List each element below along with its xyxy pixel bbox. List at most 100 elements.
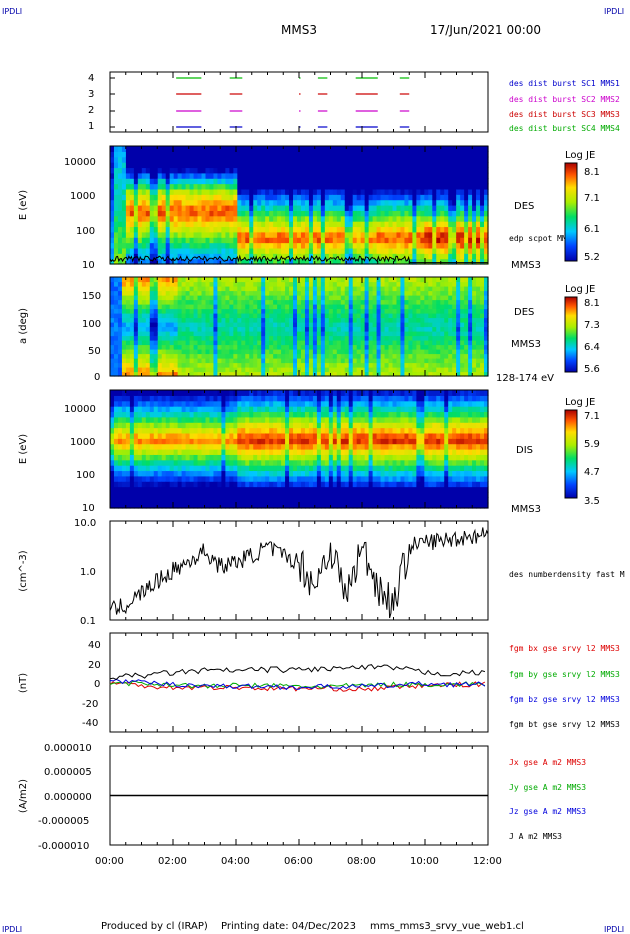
des-pitch-cell — [388, 353, 394, 359]
des-energy-cell — [480, 156, 485, 163]
des-pitch-cell — [340, 299, 346, 305]
des-energy-cell — [456, 210, 461, 217]
des-energy-cell — [324, 205, 330, 211]
des-energy-cell — [456, 188, 461, 195]
des-pitch-cell — [332, 367, 338, 373]
des-pitch-cell — [320, 277, 326, 283]
des-energy-cell — [217, 226, 223, 233]
des-energy-cell — [209, 237, 215, 244]
dis-energy-cell — [193, 465, 199, 472]
des-energy-cell — [304, 167, 310, 174]
des-pitch-cell — [165, 335, 171, 341]
des-energy-cell — [289, 178, 294, 185]
des-pitch-cell — [324, 335, 330, 341]
dis-energy-cell — [169, 432, 175, 439]
des-pitch-cell — [293, 286, 298, 292]
des-energy-cell — [460, 253, 465, 260]
des-pitch-cell — [113, 335, 119, 341]
des-pitch-cell — [428, 353, 433, 359]
des-energy-cell — [137, 162, 143, 169]
des-pitch-cell — [157, 349, 163, 355]
dis-energy-cell — [209, 470, 215, 477]
des-energy-cell — [472, 210, 477, 217]
des-energy-cell — [472, 226, 477, 233]
des-pitch-cell — [476, 353, 481, 359]
des-pitch-cell — [368, 358, 374, 364]
des-energy-cell — [133, 253, 139, 260]
des-pitch-cell — [380, 295, 386, 301]
des-energy-cell — [304, 242, 310, 249]
dis-energy-cell — [149, 491, 155, 498]
des-energy-cell — [364, 199, 370, 206]
des-energy-cell — [185, 242, 191, 249]
des-pitch-cell — [408, 290, 413, 296]
des-energy-cell — [145, 210, 151, 217]
des-energy-cell — [464, 258, 469, 265]
des-energy-cell — [320, 231, 326, 238]
des-pitch-cell — [257, 340, 262, 346]
des-pitch-cell — [396, 304, 402, 310]
des-pitch-cell — [436, 286, 441, 292]
des-pitch-cell — [408, 349, 413, 355]
des-pitch-cell — [368, 326, 374, 332]
des-energy-cell — [448, 258, 453, 265]
des-energy-cell — [328, 221, 334, 228]
des-energy-cell — [464, 205, 469, 211]
dis-energy-cell — [157, 416, 163, 423]
des-pitch-cell — [297, 335, 302, 341]
des-pitch-cell — [177, 335, 183, 341]
des-energy-cell — [137, 226, 143, 233]
des-pitch-cell — [297, 353, 302, 359]
des-energy-cell — [384, 172, 390, 179]
des-energy-cell — [416, 146, 421, 152]
des-pitch-cell — [352, 371, 358, 377]
des-energy-cell — [472, 156, 477, 163]
des-pitch-cell — [269, 340, 274, 346]
des-pitch-cell — [181, 299, 187, 305]
des-pitch-cell — [181, 295, 187, 301]
des-pitch-cell — [293, 313, 298, 319]
des-pitch-cell — [472, 313, 477, 319]
des-pitch-cell — [352, 313, 358, 319]
des-pitch-cell — [480, 295, 485, 301]
des-pitch-cell — [332, 349, 338, 355]
des-pitch-cell — [312, 344, 318, 350]
des-energy-cell — [368, 156, 374, 163]
des-pitch-cell — [229, 290, 234, 296]
des-energy-cell — [380, 178, 386, 185]
des-energy-cell — [416, 258, 421, 265]
des-pitch-cell — [237, 344, 242, 350]
des-energy-cell — [241, 242, 246, 249]
des-pitch-cell — [213, 344, 219, 350]
dis-energy-cell — [217, 465, 223, 472]
dis-energy-cell — [185, 502, 191, 509]
dis-energy-cell — [205, 459, 211, 466]
des-energy-cell — [432, 178, 437, 185]
des-pitch-cell — [312, 335, 318, 341]
des-energy-cell — [324, 242, 330, 249]
dis-energy-cell — [209, 416, 215, 423]
des-pitch-cell — [396, 308, 402, 314]
des-energy-cell — [372, 237, 378, 244]
des-energy-cell — [436, 205, 441, 211]
dis-energy-cell — [217, 395, 223, 402]
dis-energy-cell — [221, 491, 226, 498]
des-energy-cell — [169, 247, 175, 254]
burst-ytick-1: 1 — [88, 121, 94, 132]
des-pitch-cell — [213, 335, 219, 341]
des-energy-cell — [392, 247, 398, 254]
des-pitch-cell — [293, 281, 298, 287]
des-pitch-cell — [201, 340, 207, 346]
des-pitch-cell — [185, 286, 191, 292]
des-energy-cell — [161, 226, 167, 233]
des-pitch-cell — [300, 358, 306, 364]
des-pitch-cell — [197, 290, 203, 296]
des-energy-cell — [316, 199, 322, 206]
des-energy-cell — [472, 215, 477, 222]
des-pitch-cell — [181, 335, 187, 341]
des-energy-cell — [372, 194, 378, 201]
des-pitch-cell — [324, 344, 330, 350]
des-energy-cell — [137, 210, 143, 217]
des-energy-cell — [221, 258, 226, 265]
des-energy-cell — [364, 247, 370, 254]
